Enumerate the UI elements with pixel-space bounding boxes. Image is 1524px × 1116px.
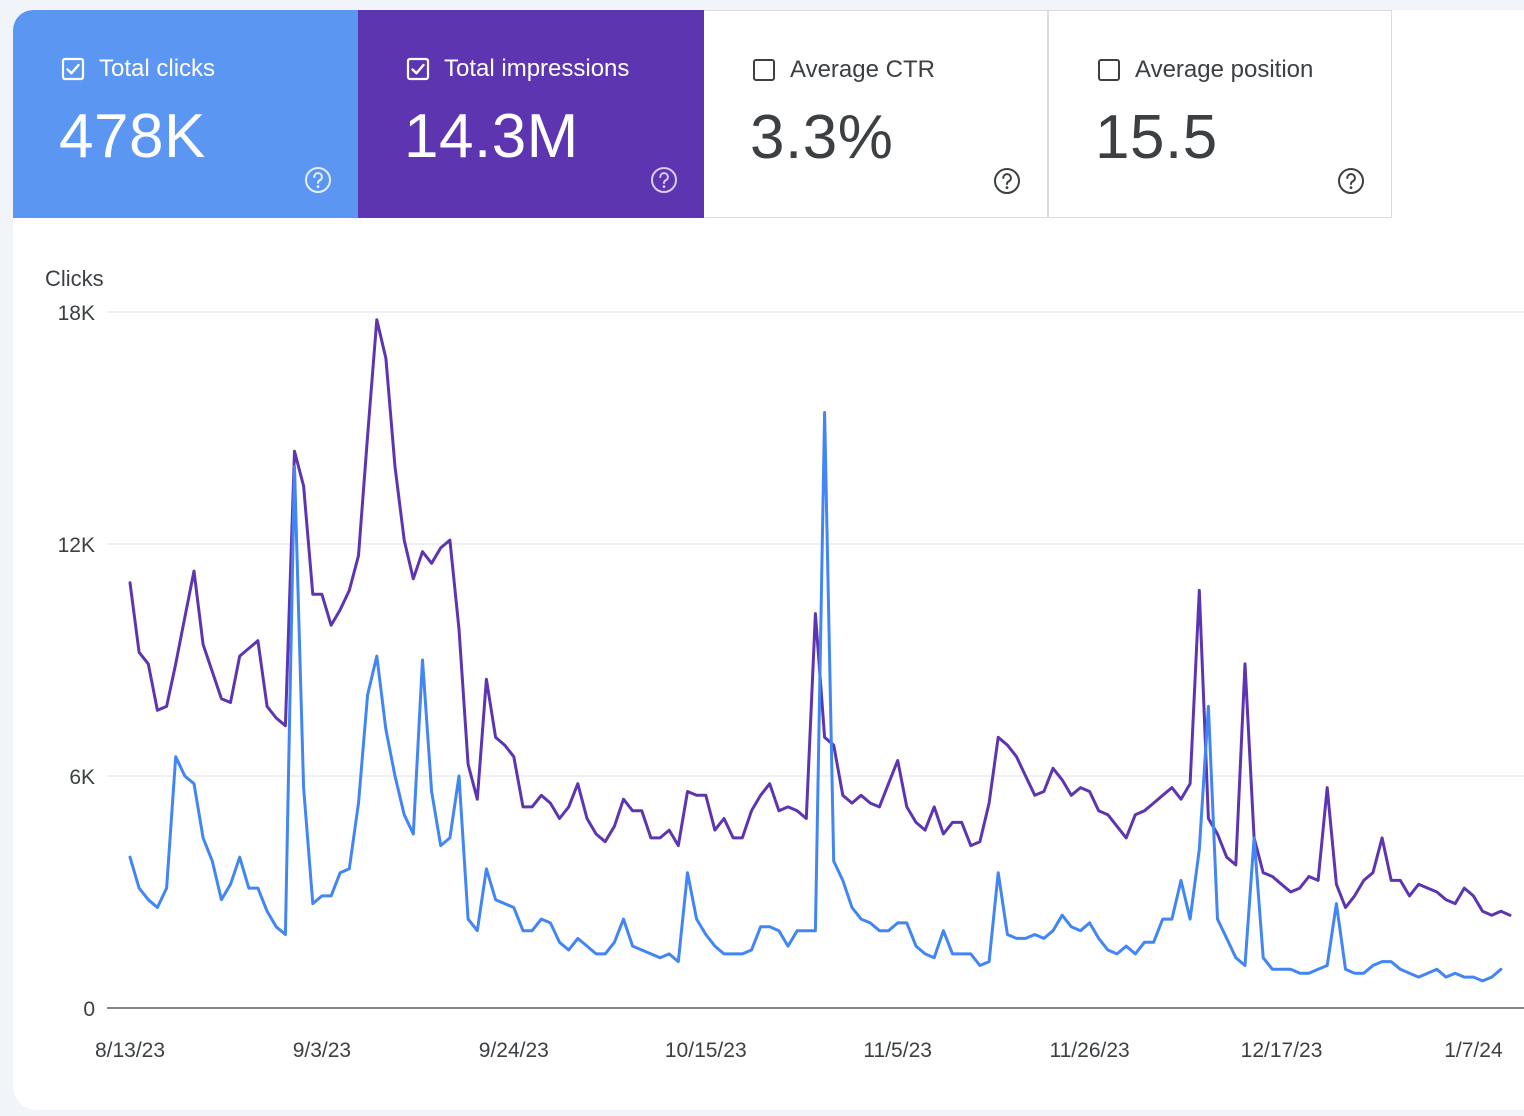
metric-card-average-ctr[interactable]: Average CTR 3.3% — [704, 10, 1048, 218]
series-line-impressions — [128, 318, 1512, 917]
x-tick-label: 1/7/24 — [1444, 1039, 1503, 1062]
help-icon[interactable] — [650, 166, 678, 194]
metric-value: 14.3M — [404, 102, 579, 171]
metric-value: 3.3% — [750, 103, 894, 172]
y-tick-label: 18K — [58, 302, 95, 325]
x-tick-label: 9/3/23 — [293, 1039, 351, 1062]
metric-label: Total impressions — [444, 55, 630, 82]
x-tick-label: 10/15/23 — [665, 1039, 747, 1062]
metric-value: 478K — [59, 102, 206, 171]
y-axis-title: Clicks — [45, 266, 104, 291]
metric-label: Average position — [1135, 56, 1314, 83]
checkbox-checked-icon[interactable] — [61, 57, 85, 81]
metric-card-total-clicks[interactable]: Total clicks 478K — [13, 10, 358, 218]
performance-panel: Total clicks 478K Total impressions 14.3… — [13, 10, 1524, 1110]
x-tick-label: 11/5/23 — [863, 1039, 932, 1062]
help-icon[interactable] — [1337, 167, 1365, 195]
metric-card-average-position[interactable]: Average position 15.5 — [1048, 10, 1392, 218]
help-icon[interactable] — [993, 167, 1021, 195]
checkbox-checked-icon[interactable] — [406, 57, 430, 81]
metric-label: Total clicks — [99, 55, 216, 82]
metric-label: Average CTR — [790, 56, 935, 83]
metric-card-total-impressions[interactable]: Total impressions 14.3M — [358, 10, 704, 218]
y-tick-label: 0 — [83, 998, 95, 1021]
y-tick-label: 12K — [58, 534, 95, 557]
metric-value: 15.5 — [1095, 103, 1218, 172]
x-tick-label: 11/26/23 — [1050, 1039, 1130, 1062]
x-tick-label: 12/17/23 — [1241, 1039, 1323, 1062]
help-icon[interactable] — [304, 166, 332, 194]
checkbox-unchecked-icon[interactable] — [752, 58, 776, 82]
checkbox-unchecked-icon[interactable] — [1097, 58, 1121, 82]
series-line-clicks — [128, 411, 1503, 983]
x-tick-label: 8/13/23 — [95, 1039, 165, 1062]
x-tick-label: 9/24/23 — [479, 1039, 549, 1062]
y-tick-label: 6K — [69, 766, 95, 789]
